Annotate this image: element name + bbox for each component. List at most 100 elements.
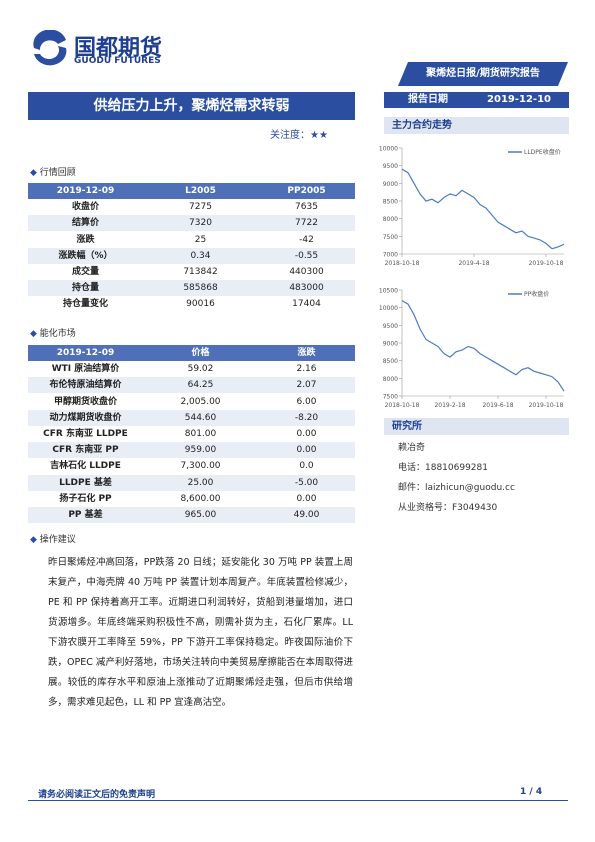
- y-tick-label: 7500: [383, 234, 398, 241]
- cell: 布伦特原油结算价: [28, 377, 143, 394]
- cell: 0.00: [258, 490, 355, 507]
- logo-cn: 国都期货: [74, 36, 163, 61]
- logo-en: GUODU FUTURES: [74, 56, 161, 66]
- date-label: 报告日期: [408, 94, 448, 105]
- cell: 17404: [258, 296, 355, 313]
- section-title: 能化市场: [39, 329, 76, 339]
- title: 供给压力上升，聚烯烃需求转弱: [28, 92, 355, 120]
- cell: 440300: [258, 264, 355, 280]
- cell: -42: [258, 231, 355, 248]
- y-tick-label: 7000: [383, 252, 398, 259]
- y-tick-label: 7500: [383, 394, 398, 401]
- header-cell: L2005: [143, 183, 258, 199]
- line: [401, 300, 565, 392]
- cell: 动力煤期货收盘价: [28, 409, 143, 426]
- logo-icon: [33, 30, 67, 66]
- cell: 持仓量: [28, 280, 143, 297]
- band: 聚烯烃日报/期货研究报告: [426, 68, 540, 79]
- cell: 585868: [143, 280, 258, 297]
- disclaimer: 请务必阅读正文后的免责声明: [38, 790, 156, 800]
- y-tick-label: 8000: [383, 376, 398, 383]
- section: ◆ 操作建议: [30, 535, 76, 545]
- analyst: 赖冶奇: [398, 443, 426, 453]
- cell: 2,005.00: [143, 393, 258, 410]
- cell: LLDPE 基差: [28, 474, 143, 491]
- cell: 959.00: [143, 442, 258, 459]
- cell: -5.00: [258, 474, 355, 491]
- y-tick-label: 9500: [383, 163, 398, 170]
- cell: 7275: [143, 199, 258, 216]
- x-tick-label: 2019-2-18: [434, 402, 465, 409]
- cell: 713842: [143, 264, 258, 280]
- cell: 7722: [258, 215, 355, 232]
- cell: 0.0: [258, 458, 355, 475]
- footer-rule: [28, 800, 568, 801]
- cell: 扬子石化 PP: [28, 490, 143, 507]
- y-tick-label: 8500: [383, 199, 398, 206]
- cell: 0.00: [258, 426, 355, 442]
- cell: 59.02: [143, 361, 258, 378]
- legend-label: LLDPE收盘价: [524, 148, 561, 156]
- cell: 结算价: [28, 215, 143, 232]
- cell: 吉林石化 LLDPE: [28, 458, 143, 475]
- x-tick-label: 2019-10-18: [529, 260, 564, 267]
- cell: 90016: [143, 296, 258, 313]
- cell: 0.00: [258, 442, 355, 459]
- y-tick-label: 9000: [383, 341, 398, 348]
- cell: 成交量: [28, 264, 143, 280]
- cell: 7,300.00: [143, 458, 258, 475]
- chart: 7500 8000 8500 9000 9500 10000 10500 2018-10-18…: [379, 288, 565, 409]
- y-tick-label: 10000: [379, 305, 398, 312]
- cell: CFR 东南亚 LLDPE: [28, 426, 143, 442]
- section: ◆ 行情回顾: [30, 168, 76, 178]
- cell: 0.34: [143, 247, 258, 264]
- cell: 25: [143, 231, 258, 248]
- legend-label: PP收盘价: [524, 290, 549, 298]
- institute: 研究所: [384, 418, 569, 435]
- section-title: 行情回顾: [39, 168, 76, 178]
- cell: 7320: [143, 215, 258, 232]
- cell: PP 基差: [28, 507, 143, 523]
- phone: 电话：18810699281: [398, 463, 488, 473]
- x-tick-label: 2019-4-18: [458, 260, 489, 267]
- y-tick-label: 8000: [383, 216, 398, 223]
- cell: 544.60: [143, 409, 258, 426]
- band-bg: [398, 62, 568, 86]
- cell: 持仓量变化: [28, 296, 143, 313]
- chart-heading: 主力合约走势: [384, 117, 569, 134]
- y-tick-label: 8500: [383, 358, 398, 365]
- section: ◆ 能化市场: [30, 329, 76, 339]
- cell: 25.00: [143, 474, 258, 491]
- cell: 483000: [258, 280, 355, 297]
- y-tick-label: 9000: [383, 181, 398, 188]
- y-tick-label: 10000: [379, 146, 398, 153]
- chart: 7000 7500 8000 8500 9000 9500 10000 2018-10-18 2…: [379, 146, 565, 267]
- x-tick-label: 2018-10-18: [385, 260, 420, 267]
- cell: 49.00: [258, 507, 355, 523]
- cell: 收盘价: [28, 199, 143, 216]
- cell: CFR 东南亚 PP: [28, 442, 143, 459]
- header-cell: 价格: [143, 345, 258, 361]
- header-cell: 涨跌: [258, 345, 355, 361]
- cell: 甲醇期货收盘价: [28, 393, 143, 410]
- cell: 965.00: [143, 507, 258, 523]
- date-bar: 报告日期 2019-12-10: [384, 92, 569, 108]
- cell: 7635: [258, 199, 355, 216]
- cell: 8,600.00: [143, 490, 258, 507]
- cell: -8.20: [258, 409, 355, 426]
- cell: 6.00: [258, 393, 355, 410]
- header-cell: 2019-12-09: [28, 183, 143, 199]
- cell: 涨跌: [28, 231, 143, 248]
- x-tick-label: 2019-10-18: [529, 402, 564, 409]
- cell: 涨跌幅（%）: [28, 247, 143, 264]
- cell: 64.25: [143, 377, 258, 394]
- cell: 801.00: [143, 426, 258, 442]
- page-number: 1 / 4: [520, 787, 543, 797]
- email: 邮件：laizhicun@guodu.cc: [398, 483, 515, 493]
- x-tick-label: 2019-6-18: [482, 402, 513, 409]
- attention: 关注度：★★: [270, 130, 328, 141]
- y-tick-label: 9500: [383, 323, 398, 330]
- y-tick-label: 10500: [379, 288, 398, 295]
- section-title: 操作建议: [39, 535, 76, 545]
- date-value: 2019-12-10: [487, 94, 551, 105]
